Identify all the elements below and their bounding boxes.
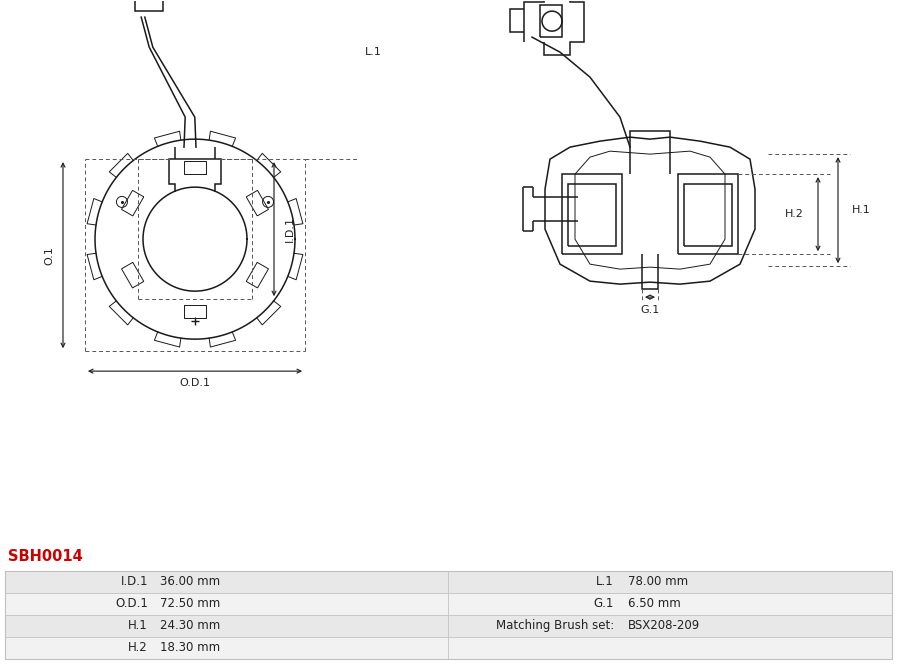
Bar	[5, 571, 448, 593]
Text: 24.30 mm: 24.30 mm	[160, 620, 221, 632]
Text: O.1: O.1	[44, 245, 54, 265]
Text: L.1: L.1	[365, 47, 382, 57]
Text: O.D.1: O.D.1	[179, 378, 211, 388]
Bar	[448, 571, 892, 593]
Text: H.2: H.2	[128, 642, 148, 654]
Bar	[448, 637, 892, 659]
Text: H.1: H.1	[852, 205, 871, 215]
Text: I.D.1: I.D.1	[120, 575, 148, 588]
Text: H.1: H.1	[128, 620, 148, 632]
Text: 6.50 mm: 6.50 mm	[628, 597, 681, 610]
Text: 72.50 mm: 72.50 mm	[160, 597, 221, 610]
Bar	[448, 593, 892, 615]
Text: 36.00 mm: 36.00 mm	[160, 575, 220, 588]
Text: BSX208-209: BSX208-209	[628, 620, 701, 632]
Text: I.D.1: I.D.1	[285, 216, 295, 242]
Text: SBH0014: SBH0014	[8, 549, 83, 564]
Bar	[5, 615, 448, 637]
Text: G.1: G.1	[594, 597, 614, 610]
Text: Matching Brush set:: Matching Brush set:	[496, 620, 614, 632]
Bar	[5, 593, 448, 615]
Text: O.D.1: O.D.1	[115, 597, 148, 610]
Bar	[5, 571, 892, 659]
Text: 78.00 mm: 78.00 mm	[628, 575, 688, 588]
Bar	[5, 637, 448, 659]
Text: 18.30 mm: 18.30 mm	[160, 642, 220, 654]
Text: L.1: L.1	[597, 575, 614, 588]
Text: H.2: H.2	[785, 209, 804, 219]
Text: G.1: G.1	[640, 305, 659, 315]
Bar	[448, 615, 892, 637]
